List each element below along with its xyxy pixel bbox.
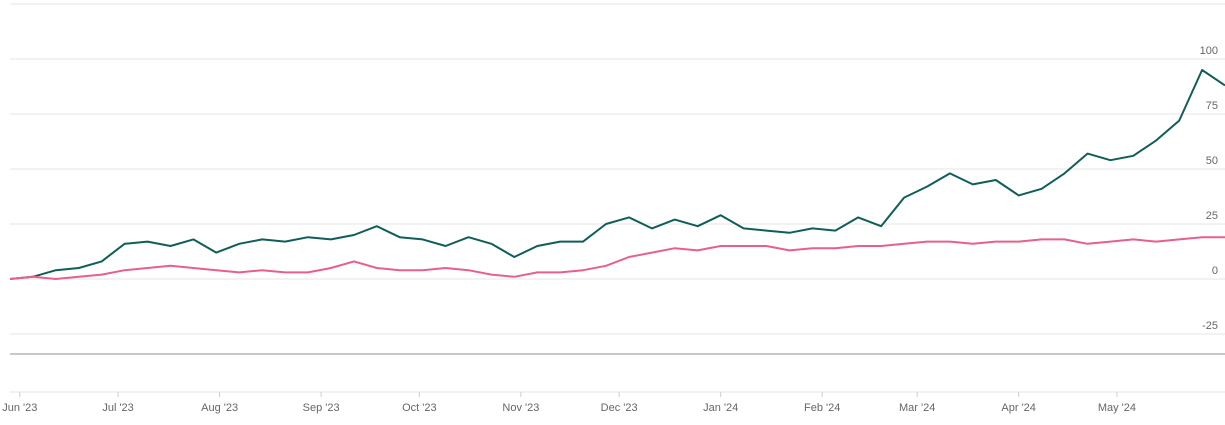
x-tick-label: Oct '23 xyxy=(402,402,437,414)
navigator-track[interactable] xyxy=(0,392,1225,425)
x-tick-label: May '24 xyxy=(1098,402,1136,414)
x-tick-label: Nov '23 xyxy=(502,402,539,414)
gridlines xyxy=(10,3,1225,335)
x-tick-label: Feb '24 xyxy=(804,402,840,414)
x-tick-label: Sep '23 xyxy=(303,402,340,414)
y-tick-label: 25 xyxy=(1206,210,1218,222)
x-tick-label: Jun '23 xyxy=(2,402,37,414)
x-tick-label: Dec '23 xyxy=(601,402,638,414)
x-tick-label: Aug '23 xyxy=(201,402,238,414)
navigator[interactable] xyxy=(0,391,1225,425)
series-line-2 xyxy=(9,236,1225,280)
x-axis-ticks: Jun '23 Jul '23 Aug '23 Sep '23 Oct '23 Nov '… xyxy=(2,392,1136,414)
x-tick-label: Apr '24 xyxy=(1001,402,1036,414)
y-axis-ticks: 100 75 50 25 0 -25 xyxy=(1200,45,1218,332)
y-tick-label: 100 xyxy=(1200,45,1218,57)
x-tick-label: Mar '24 xyxy=(899,402,935,414)
y-tick-label: 0 xyxy=(1212,265,1218,277)
series-lines xyxy=(9,69,1225,280)
series-line-1 xyxy=(9,69,1225,280)
x-tick-label: Jul '23 xyxy=(102,402,133,414)
y-tick-label: -25 xyxy=(1202,320,1218,332)
x-tick-label: Jan '24 xyxy=(703,402,738,414)
y-tick-label: 50 xyxy=(1206,155,1218,167)
y-tick-label: 75 xyxy=(1206,100,1218,112)
